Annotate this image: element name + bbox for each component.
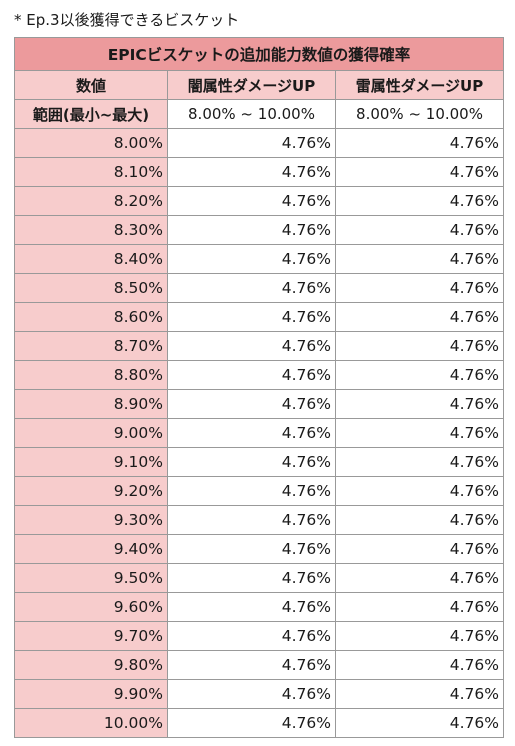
cell-thunder: 4.76% bbox=[334, 650, 505, 680]
cell-dark: 4.76% bbox=[167, 650, 336, 680]
table-row: 8.00% 4.76% 4.76% bbox=[14, 128, 505, 158]
table-title-row: EPICビスケットの追加能力数値の獲得確率 bbox=[13, 37, 505, 71]
cell-dark: 4.76% bbox=[167, 505, 336, 535]
table-header-row: 数値 闇属性ダメージUP 雷属性ダメージUP bbox=[14, 70, 505, 100]
range-thunder: 8.00% ~ 10.00% bbox=[334, 99, 505, 129]
cell-value: 10.00% bbox=[14, 708, 168, 738]
table-row: 9.00% 4.76% 4.76% bbox=[14, 418, 505, 448]
footnote: * Ep.3以後獲得できるビスケット bbox=[14, 11, 240, 29]
cell-thunder: 4.76% bbox=[334, 157, 505, 187]
cell-thunder: 4.76% bbox=[334, 592, 505, 622]
cell-thunder: 4.76% bbox=[334, 447, 505, 477]
cell-dark: 4.76% bbox=[167, 215, 336, 245]
table-row: 8.20% 4.76% 4.76% bbox=[14, 186, 505, 216]
cell-thunder: 4.76% bbox=[334, 186, 505, 216]
cell-thunder: 4.76% bbox=[334, 708, 505, 738]
table-row: 9.80% 4.76% 4.76% bbox=[14, 650, 505, 680]
table-row: 8.10% 4.76% 4.76% bbox=[14, 157, 505, 187]
cell-value: 9.40% bbox=[14, 534, 168, 564]
cell-value: 9.90% bbox=[14, 679, 168, 709]
table-row: 9.90% 4.76% 4.76% bbox=[14, 679, 505, 709]
header-thunder-damage: 雷属性ダメージUP bbox=[334, 70, 505, 100]
cell-dark: 4.76% bbox=[167, 447, 336, 477]
table-row: 8.50% 4.76% 4.76% bbox=[14, 273, 505, 303]
table-row: 9.60% 4.76% 4.76% bbox=[14, 592, 505, 622]
header-dark-damage: 闇属性ダメージUP bbox=[167, 70, 336, 100]
table-row: 9.20% 4.76% 4.76% bbox=[14, 476, 505, 506]
cell-value: 9.20% bbox=[14, 476, 168, 506]
cell-value: 8.70% bbox=[14, 331, 168, 361]
cell-value: 8.10% bbox=[14, 157, 168, 187]
cell-dark: 4.76% bbox=[167, 708, 336, 738]
table-row: 8.70% 4.76% 4.76% bbox=[14, 331, 505, 361]
cell-thunder: 4.76% bbox=[334, 244, 505, 274]
cell-dark: 4.76% bbox=[167, 592, 336, 622]
cell-dark: 4.76% bbox=[167, 302, 336, 332]
range-dark: 8.00% ~ 10.00% bbox=[167, 99, 336, 129]
cell-value: 9.70% bbox=[14, 621, 168, 651]
table-row: 10.00% 4.76% 4.76% bbox=[14, 708, 505, 738]
cell-dark: 4.76% bbox=[167, 621, 336, 651]
cell-dark: 4.76% bbox=[167, 534, 336, 564]
table-row: 8.80% 4.76% 4.76% bbox=[14, 360, 505, 390]
cell-dark: 4.76% bbox=[167, 331, 336, 361]
table-row: 9.10% 4.76% 4.76% bbox=[14, 447, 505, 477]
table-row: 9.40% 4.76% 4.76% bbox=[14, 534, 505, 564]
cell-dark: 4.76% bbox=[167, 273, 336, 303]
cell-dark: 4.76% bbox=[167, 186, 336, 216]
cell-value: 8.20% bbox=[14, 186, 168, 216]
cell-thunder: 4.76% bbox=[334, 621, 505, 651]
cell-value: 9.30% bbox=[14, 505, 168, 535]
cell-thunder: 4.76% bbox=[334, 505, 505, 535]
cell-thunder: 4.76% bbox=[334, 563, 505, 593]
cell-thunder: 4.76% bbox=[334, 273, 505, 303]
cell-dark: 4.76% bbox=[167, 563, 336, 593]
table-row: 9.50% 4.76% 4.76% bbox=[14, 563, 505, 593]
range-label: 範囲(最小~最大) bbox=[14, 99, 168, 129]
table-row: 8.60% 4.76% 4.76% bbox=[14, 302, 505, 332]
cell-value: 8.90% bbox=[14, 389, 168, 419]
cell-thunder: 4.76% bbox=[334, 128, 505, 158]
table-row: 9.30% 4.76% 4.76% bbox=[14, 505, 505, 535]
cell-value: 9.50% bbox=[14, 563, 168, 593]
cell-dark: 4.76% bbox=[167, 360, 336, 390]
table-row: 8.90% 4.76% 4.76% bbox=[14, 389, 505, 419]
cell-value: 8.60% bbox=[14, 302, 168, 332]
header-value: 数値 bbox=[14, 70, 168, 100]
cell-dark: 4.76% bbox=[167, 244, 336, 274]
table-row: 9.70% 4.76% 4.76% bbox=[14, 621, 505, 651]
cell-dark: 4.76% bbox=[167, 128, 336, 158]
cell-thunder: 4.76% bbox=[334, 679, 505, 709]
table-row: 8.30% 4.76% 4.76% bbox=[14, 215, 505, 245]
cell-value: 9.10% bbox=[14, 447, 168, 477]
cell-thunder: 4.76% bbox=[334, 331, 505, 361]
cell-value: 8.80% bbox=[14, 360, 168, 390]
table-title: EPICビスケットの追加能力数値の獲得確率 bbox=[13, 37, 505, 71]
cell-value: 8.50% bbox=[14, 273, 168, 303]
cell-value: 8.30% bbox=[14, 215, 168, 245]
cell-thunder: 4.76% bbox=[334, 534, 505, 564]
cell-thunder: 4.76% bbox=[334, 476, 505, 506]
cell-thunder: 4.76% bbox=[334, 360, 505, 390]
cell-dark: 4.76% bbox=[167, 679, 336, 709]
probability-table: EPICビスケットの追加能力数値の獲得確率 数値 闇属性ダメージUP 雷属性ダメ… bbox=[13, 37, 505, 738]
table-row: 8.40% 4.76% 4.76% bbox=[14, 244, 505, 274]
cell-value: 8.40% bbox=[14, 244, 168, 274]
cell-value: 9.80% bbox=[14, 650, 168, 680]
cell-dark: 4.76% bbox=[167, 476, 336, 506]
cell-value: 8.00% bbox=[14, 128, 168, 158]
cell-value: 9.00% bbox=[14, 418, 168, 448]
cell-dark: 4.76% bbox=[167, 157, 336, 187]
cell-value: 9.60% bbox=[14, 592, 168, 622]
cell-thunder: 4.76% bbox=[334, 418, 505, 448]
cell-dark: 4.76% bbox=[167, 389, 336, 419]
cell-dark: 4.76% bbox=[167, 418, 336, 448]
cell-thunder: 4.76% bbox=[334, 302, 505, 332]
cell-thunder: 4.76% bbox=[334, 389, 505, 419]
cell-thunder: 4.76% bbox=[334, 215, 505, 245]
range-row: 範囲(最小~最大) 8.00% ~ 10.00% 8.00% ~ 10.00% bbox=[14, 99, 505, 129]
